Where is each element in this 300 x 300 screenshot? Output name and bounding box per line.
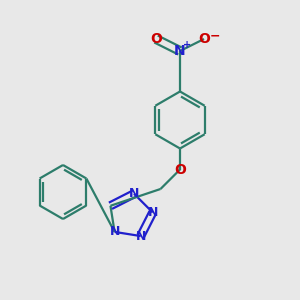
Text: N: N [148, 206, 158, 219]
Text: +: + [183, 40, 192, 50]
Text: N: N [136, 230, 146, 242]
Text: −: − [210, 29, 221, 43]
Text: N: N [110, 225, 120, 239]
Text: N: N [129, 187, 139, 200]
Text: O: O [150, 32, 162, 46]
Text: O: O [198, 32, 210, 46]
Text: O: O [174, 163, 186, 176]
Text: N: N [174, 44, 186, 58]
